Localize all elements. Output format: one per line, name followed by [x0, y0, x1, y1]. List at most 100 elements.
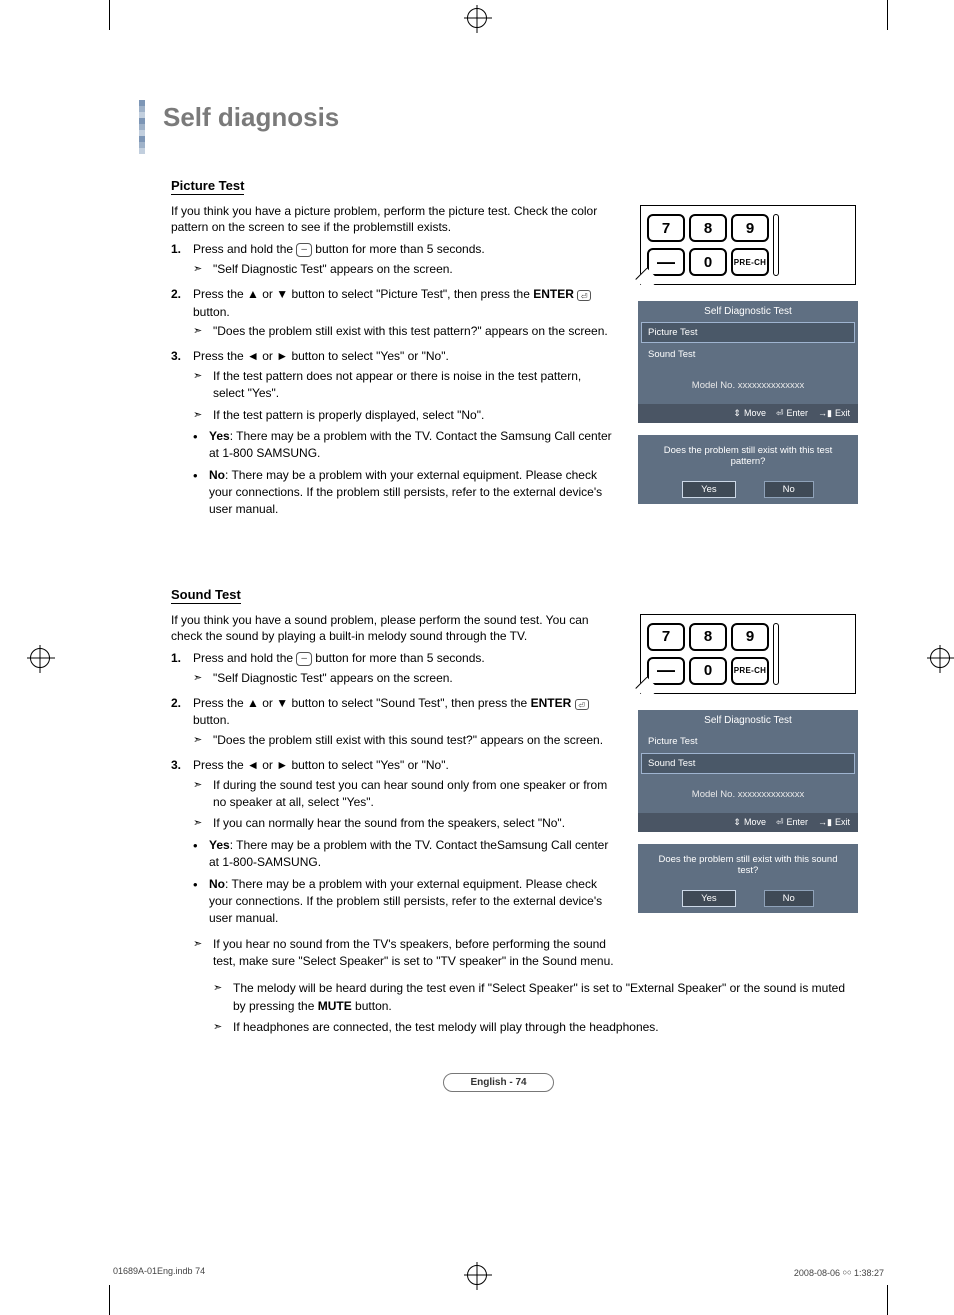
step3-arrow-1: If the test pattern does not appear or t… [193, 368, 614, 403]
osd-item-picture-test: Picture Test [641, 731, 855, 752]
enter-label: ENTER [531, 696, 572, 710]
step-number: 2. [171, 695, 193, 753]
remote-button-prech: PRE-CH [731, 657, 769, 685]
enter-icon: ⏎ [577, 290, 591, 301]
osd-exit-label: Exit [818, 408, 850, 419]
document-footer: 01689A-01Eng.indb 74 2008-08-06 ￮￮ 1:38:… [109, 1266, 888, 1279]
osd-dialog-no: No [764, 481, 814, 498]
registration-mark-icon [467, 8, 487, 28]
remote-button-8: 8 [689, 623, 727, 651]
step-number: 3. [171, 757, 193, 974]
osd-move-label: Move [733, 408, 766, 419]
remote-button-dash [647, 248, 685, 276]
title-accent-bar [139, 100, 145, 154]
step2-result: "Does the problem still exist with this … [193, 323, 614, 340]
crop-mark [887, 0, 888, 30]
sound-test-heading: Sound Test [171, 587, 241, 604]
sound-extra-1: If you hear no sound from the TV's speak… [193, 936, 614, 971]
page-number-badge: English - 74 [443, 1073, 553, 1092]
osd-title: Self Diagnostic Test [638, 710, 858, 731]
no-text: : There may be a problem with your exter… [209, 468, 602, 517]
remote-edge [773, 623, 779, 685]
picture-step-2: 2. Press the ▲ or ▼ button to select "Pi… [171, 286, 614, 344]
page-title: Self diagnosis [163, 100, 339, 154]
step-number: 1. [171, 650, 193, 691]
step-number: 3. [171, 348, 193, 523]
osd-footer: Move Enter Exit [638, 813, 858, 832]
osd-dialog-question: Does the problem still exist with this s… [644, 852, 852, 890]
page-title-row: Self diagnosis [139, 100, 858, 154]
sound-intro: If you think you have a sound problem, p… [171, 612, 614, 644]
remote-button-7: 7 [647, 623, 685, 651]
remote-button-dash [647, 657, 685, 685]
step1-text-b: button for more than 5 seconds. [312, 242, 485, 256]
dash-button-icon: – [296, 652, 312, 666]
remote-button-prech: PRE-CH [731, 248, 769, 276]
osd-dialog-yes: Yes [682, 890, 736, 907]
osd-menu-sound: Self Diagnostic Test Picture Test Sound … [638, 710, 858, 832]
remote-button-0: 0 [689, 248, 727, 276]
remote-button-8: 8 [689, 214, 727, 242]
osd-model-no: Model No. xxxxxxxxxxxxxx [641, 366, 855, 401]
dash-button-icon: – [296, 243, 312, 257]
remote-illustration: 7 8 0 9 PRE-CH [638, 612, 858, 696]
no-label: No [209, 468, 225, 482]
sound-extra-2: The melody will be heard during the test… [213, 980, 858, 1015]
crop-mark [109, 1285, 110, 1315]
remote-edge [773, 214, 779, 276]
sound-test-body: If you think you have a sound problem, p… [171, 612, 614, 979]
osd-dialog-yes: Yes [682, 481, 736, 498]
osd-title: Self Diagnostic Test [638, 301, 858, 322]
step1-result: "Self Diagnostic Test" appears on the sc… [193, 261, 614, 278]
yes-text: : There may be a problem with the TV. Co… [209, 429, 612, 460]
osd-footer: Move Enter Exit [638, 404, 858, 423]
picture-intro: If you think you have a picture problem,… [171, 203, 614, 235]
picture-yes-row: Yes: There may be a problem with the TV.… [193, 428, 614, 463]
step2-text-b: button. [193, 305, 230, 319]
step-number: 1. [171, 241, 193, 282]
osd-item-sound-test: Sound Test [641, 344, 855, 365]
osd-item-sound-test: Sound Test [641, 753, 855, 774]
step2-text-a: Press the ▲ or ▼ button to select "Pictu… [193, 287, 533, 301]
page-footer: English - 74 [139, 1073, 858, 1092]
remote-button-7: 7 [647, 214, 685, 242]
remote-illustration: 7 8 0 9 PRE-CH [638, 203, 858, 287]
picture-step-3: 3. Press the ◄ or ► button to select "Ye… [171, 348, 614, 523]
osd-enter-label: Enter [776, 408, 808, 419]
page-content: Self diagnosis Picture Test If you think… [109, 30, 888, 1285]
picture-test-body: If you think you have a picture problem,… [171, 203, 614, 527]
step3-arrow-2: If the test pattern is properly displaye… [193, 407, 614, 424]
sound-step-2: 2. Press the ▲ or ▼ button to select "So… [171, 695, 614, 753]
osd-dialog-question: Does the problem still exist with this t… [644, 443, 852, 481]
doc-timestamp: 2008-08-06 ￮￮ 1:38:27 [794, 1266, 884, 1279]
osd-menu-picture: Self Diagnostic Test Picture Test Sound … [638, 301, 858, 423]
picture-no-row: No: There may be a problem with your ext… [193, 467, 614, 519]
mute-label: MUTE [318, 999, 352, 1013]
sound-step-3: 3. Press the ◄ or ► button to select "Ye… [171, 757, 614, 974]
osd-model-no: Model No. xxxxxxxxxxxxxx [641, 775, 855, 810]
enter-label: ENTER [533, 287, 574, 301]
enter-icon: ⏎ [575, 699, 589, 710]
crop-mark [109, 0, 110, 30]
doc-filename: 01689A-01Eng.indb 74 [113, 1266, 205, 1279]
picture-test-heading: Picture Test [171, 178, 244, 195]
remote-button-9: 9 [731, 623, 769, 651]
sound-yes-row: Yes: There may be a problem with the TV.… [193, 837, 614, 872]
crop-mark [887, 1285, 888, 1315]
yes-label: Yes [209, 429, 230, 443]
remote-button-9: 9 [731, 214, 769, 242]
step1-text-a: Press and hold the [193, 242, 296, 256]
osd-dialog-no: No [764, 890, 814, 907]
osd-dialog-picture: Does the problem still exist with this t… [638, 435, 858, 504]
step-number: 2. [171, 286, 193, 344]
sound-extra-3: If headphones are connected, the test me… [213, 1019, 858, 1036]
step3-text: Press the ◄ or ► button to select "Yes" … [193, 349, 449, 363]
registration-mark-icon [930, 648, 950, 668]
sound-step-1: 1. Press and hold the – button for more … [171, 650, 614, 691]
osd-dialog-sound: Does the problem still exist with this s… [638, 844, 858, 913]
picture-step-1: 1. Press and hold the – button for more … [171, 241, 614, 282]
remote-button-0: 0 [689, 657, 727, 685]
osd-item-picture-test: Picture Test [641, 322, 855, 343]
sound-no-row: No: There may be a problem with your ext… [193, 876, 614, 928]
registration-mark-icon [30, 648, 50, 668]
